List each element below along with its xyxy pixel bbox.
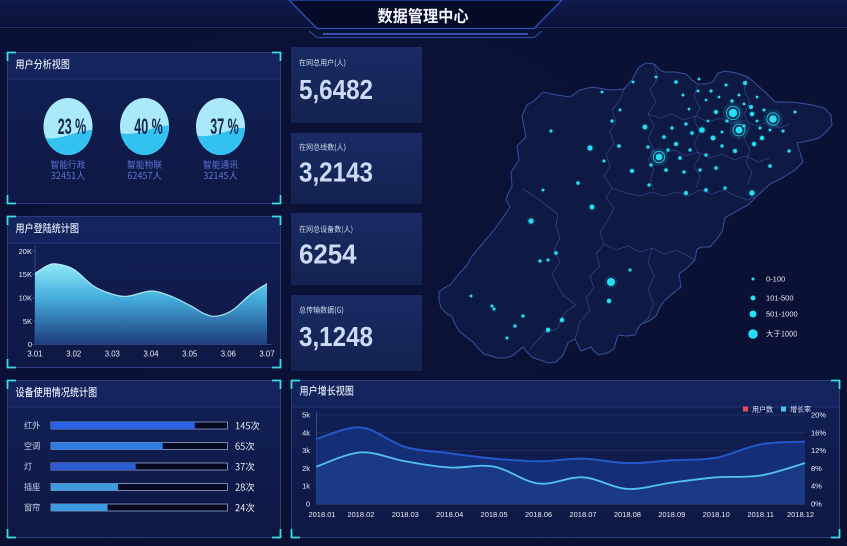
svg-text:5,6482: 5,6482 — [299, 74, 373, 105]
svg-text:1k: 1k — [302, 482, 310, 491]
svg-text:37 %: 37 % — [210, 114, 239, 139]
svg-text:2018.08: 2018.08 — [614, 510, 641, 519]
svg-text:2018.02: 2018.02 — [347, 510, 374, 519]
svg-text:16%: 16% — [811, 428, 826, 437]
svg-text:3,1248: 3,1248 — [299, 321, 373, 352]
svg-text:3k: 3k — [302, 446, 310, 455]
svg-text:501-1000: 501-1000 — [766, 310, 798, 319]
svg-text:2k: 2k — [302, 464, 310, 473]
svg-text:8%: 8% — [811, 464, 822, 473]
svg-text:2018.05: 2018.05 — [481, 510, 508, 519]
svg-text:3.04: 3.04 — [143, 350, 159, 359]
svg-text:2018.12: 2018.12 — [787, 510, 814, 519]
svg-text:2018.07: 2018.07 — [569, 510, 596, 519]
svg-text:3,2143: 3,2143 — [299, 157, 373, 188]
svg-text:5K: 5K — [23, 317, 32, 326]
svg-text:0%: 0% — [811, 500, 822, 509]
svg-text:2018.09: 2018.09 — [658, 510, 685, 519]
svg-text:3.07: 3.07 — [259, 350, 274, 359]
svg-text:2018.06: 2018.06 — [525, 510, 552, 519]
svg-text:20%: 20% — [811, 411, 826, 420]
svg-text:2018.01: 2018.01 — [308, 510, 335, 519]
svg-text:20K: 20K — [19, 247, 32, 256]
svg-text:5k: 5k — [302, 411, 310, 420]
svg-text:0-100: 0-100 — [766, 275, 785, 284]
svg-text:0: 0 — [306, 500, 310, 509]
svg-text:40 %: 40 % — [134, 114, 163, 139]
svg-text:6254: 6254 — [299, 239, 357, 270]
svg-text:2018.04: 2018.04 — [436, 510, 463, 519]
svg-text:3.05: 3.05 — [182, 350, 198, 359]
svg-text:101-500: 101-500 — [766, 294, 794, 303]
svg-text:2018.10: 2018.10 — [703, 510, 730, 519]
svg-text:4k: 4k — [302, 428, 310, 437]
svg-text:3.01: 3.01 — [27, 350, 42, 359]
svg-text:0: 0 — [28, 340, 32, 349]
svg-text:2018.11: 2018.11 — [747, 510, 774, 519]
svg-text:12%: 12% — [811, 446, 826, 455]
svg-text:3.02: 3.02 — [66, 350, 81, 359]
svg-text:2018.03: 2018.03 — [392, 510, 419, 519]
svg-text:10K: 10K — [19, 294, 32, 303]
svg-text:3.03: 3.03 — [105, 350, 120, 359]
svg-text:4%: 4% — [811, 482, 822, 491]
svg-text:3.06: 3.06 — [221, 350, 236, 359]
svg-text:15K: 15K — [19, 270, 32, 279]
svg-text:23 %: 23 % — [58, 114, 87, 139]
